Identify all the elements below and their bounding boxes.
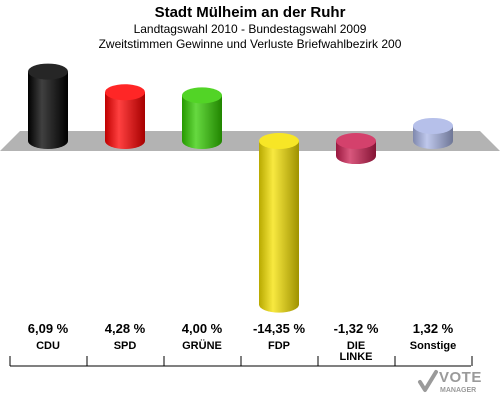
bar-body xyxy=(182,95,222,149)
bar-cap xyxy=(28,63,68,80)
bar-cap xyxy=(182,87,222,104)
bar-sonstige xyxy=(413,117,453,149)
value-label: 4,28 % xyxy=(105,321,146,336)
category-label: DIE xyxy=(347,340,365,352)
bar-body xyxy=(105,92,145,149)
value-label: 6,09 % xyxy=(28,321,69,336)
value-label: 1,32 % xyxy=(413,321,454,336)
category-label: LINKE xyxy=(340,351,373,363)
votemanager-logo: VOTE MANAGER xyxy=(418,369,482,394)
logo-subtext: MANAGER xyxy=(440,387,476,394)
bar-cap xyxy=(105,84,145,101)
chart-subtitle-2: Zweitstimmen Gewinne und Verluste Briefw… xyxy=(98,37,402,51)
value-label: 4,00 % xyxy=(182,321,223,336)
bar-cap xyxy=(413,117,453,134)
bar-body xyxy=(259,141,299,313)
category-label: CDU xyxy=(36,340,60,352)
chart-title: Stadt Mülheim an der Ruhr xyxy=(154,4,346,21)
value-label: -14,35 % xyxy=(253,321,305,336)
bar-fdp xyxy=(259,133,299,313)
logo-text: VOTE xyxy=(439,369,482,386)
value-label: -1,32 % xyxy=(334,321,379,336)
bar-body xyxy=(28,71,68,149)
bar-spd xyxy=(105,84,145,149)
chart-header: Stadt Mülheim an der Ruhr Landtagswahl 2… xyxy=(0,0,500,52)
category-label: GRÜNE xyxy=(182,339,222,352)
bar-cdu xyxy=(28,63,68,149)
chart-subtitle-1: Landtagswahl 2010 - Bundestagswahl 2009 xyxy=(133,22,367,36)
category-label: FDP xyxy=(268,340,290,352)
bar-cap xyxy=(336,133,376,149)
bar-gruene xyxy=(182,87,222,149)
logo-check-icon xyxy=(418,370,438,392)
category-label: Sonstige xyxy=(410,340,456,352)
bar-die-linke xyxy=(336,133,376,165)
bar-cap xyxy=(259,133,299,149)
category-label: SPD xyxy=(114,340,137,352)
